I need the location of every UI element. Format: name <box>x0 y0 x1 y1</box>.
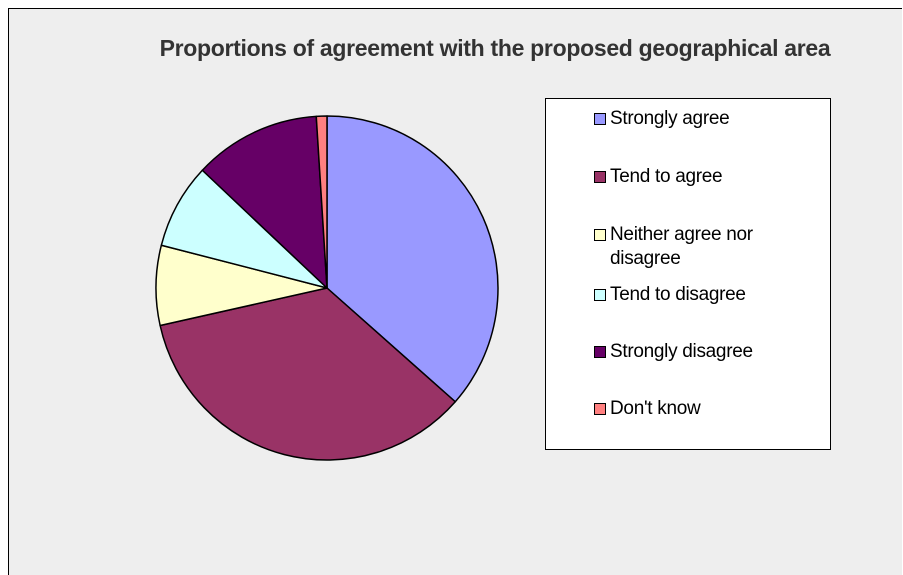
legend-item-strongly-disagree: Strongly disagree <box>594 340 830 364</box>
pie-slice-strongly-disagree <box>201 115 328 289</box>
pie-slice-dont-know <box>315 115 328 289</box>
legend-item-neither: Neither agree nor disagree <box>594 223 800 271</box>
legend-item-strongly-agree: Strongly agree <box>594 107 830 131</box>
legend-swatch-tend-to-agree <box>594 171 606 183</box>
legend-swatch-neither <box>594 229 606 241</box>
legend-label-tend-to-agree: Tend to agree <box>610 166 723 187</box>
pie-slices <box>155 115 499 461</box>
legend-swatch-dont-know <box>594 403 606 415</box>
legend-item-tend-to-agree: Tend to agree <box>594 165 830 189</box>
legend-label-strongly-agree: Strongly agree <box>610 108 730 129</box>
legend-item-dont-know: Don't know <box>594 397 830 421</box>
legend-label-strongly-disagree: Strongly disagree <box>610 341 753 362</box>
legend-label-neither: Neither agree nor disagree <box>610 224 753 269</box>
legend: Strongly agree Tend to agree Neither agr… <box>545 98 831 450</box>
legend-label-tend-to-disagree: Tend to disagree <box>610 284 746 305</box>
legend-label-dont-know: Don't know <box>610 398 701 419</box>
legend-item-tend-to-disagree: Tend to disagree <box>594 283 830 307</box>
legend-swatch-strongly-agree <box>594 113 606 125</box>
pie-slice-tend-to-agree <box>159 287 457 461</box>
legend-swatch-tend-to-disagree <box>594 289 606 301</box>
chart-title: Proportions of agreement with the propos… <box>159 35 831 61</box>
legend-swatch-strongly-disagree <box>594 346 606 358</box>
pie-slice-strongly-agree <box>326 115 499 403</box>
